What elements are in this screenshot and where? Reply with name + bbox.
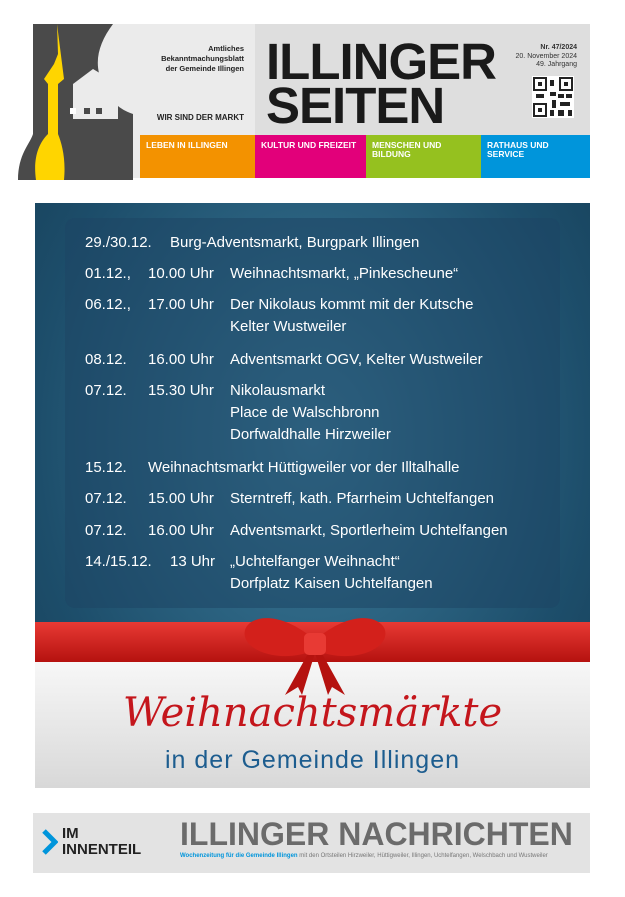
event-text-line: Der Nikolaus kommt mit der Kutsche [230,296,474,313]
event-date: 14./15.12. [85,553,152,570]
event-description: Burg-Adventsmarkt, Burgpark Illingen [170,232,419,254]
event-time: 15.30 Uhr [148,382,214,399]
event-date: 01.12., [85,265,131,282]
event-description: Adventsmarkt OGV, Kelter Wustweiler [230,349,483,371]
inside-label-line: IM [62,825,79,842]
event-text-line: „Uchtelfanger Weihnacht“ [230,553,400,570]
event-time: 13 Uhr [170,553,216,570]
issue-date: 20. November 2024 [515,52,577,60]
masthead-line: Bekanntmachungsblatt [161,54,244,63]
issue-number: Nr. 47/2024 [540,44,577,51]
event-description: Sterntreff, kath. Pfarrheim Uchtelfangen [230,488,494,510]
event-text-line: Nikolausmarkt [230,382,326,399]
poster-subtitle: in der Gemeinde Illingen [165,746,460,774]
issue-volume: 49. Jahrgang [536,61,577,68]
tagline-rest: mit den Ortsteilen Hirzweiler, Hüttigwei… [297,853,548,859]
event-text-line: Dorfwaldhalle Hirzweiler [230,426,391,443]
event-date: 07.12. [85,522,127,539]
banner-title: ILLINGER NACHRICHTEN [180,816,573,852]
category-kultur-und-freizeit[interactable]: KULTUR UND FREIZEIT [255,135,370,178]
illingen-logo [18,24,133,180]
event-date: 08.12. [85,351,127,368]
inside-label-line: INNENTEIL [62,841,142,858]
category-rathaus-und-service[interactable]: RATHAUS UND SERVICE [481,135,590,178]
title-line: SEITEN [266,77,445,134]
issue-info: Nr. 47/2024 20. November 2024 49. Jahrgang [500,44,577,70]
event-text-line: Adventsmarkt OGV, Kelter Wustweiler [230,351,483,368]
poster-lower-panel [35,650,590,788]
chevron-right-icon [42,829,58,855]
event-text-line: Kelter Wustweiler [230,318,347,335]
event-text-line: Dorfplatz Kaisen Uchtelfangen [230,575,433,592]
category-menschen-und-bildung[interactable]: MENSCHEN UND BILDUNG [366,135,481,178]
banner-tagline: Wochenzeitung für die Gemeinde Illingen … [180,853,548,859]
event-text-line: Burg-Adventsmarkt, Burgpark Illingen [170,234,420,251]
event-text-line: Place de Walschbronn [230,404,380,421]
event-time: 15.00 Uhr [148,490,214,507]
event-text-line: Weihnachtsmarkt Hüttigweiler vor der Ill… [148,459,460,476]
page-title: ILLINGER SEITEN [266,33,497,134]
event-date: 06.12., [85,296,131,313]
inside-label: IM INNENTEIL [62,826,141,858]
event-time: 16.00 Uhr [148,522,214,539]
masthead-text: Amtliches Bekanntmachungsblatt der Gemeind… [140,44,244,74]
title-line: ILLINGER [266,33,497,90]
event-description: Adventsmarkt, Sportlerheim Uchtelfangen [230,520,508,542]
masthead-line: der Gemeinde Illingen [165,64,244,73]
poster-script-title: Weihnachtsmärkte [122,690,503,736]
event-time: 17.00 Uhr [148,296,214,313]
event-time: 16.00 Uhr [148,351,214,368]
event-text-line: Weihnachtsmarkt, „Pinkescheune“ [230,265,459,282]
event-description: „Uchtelfanger Weihnacht“ Dorfplatz Kaisen… [230,551,433,595]
bottom-banner[interactable] [33,813,590,873]
event-date: 07.12. [85,382,127,399]
event-description: Weihnachtsmarkt Hüttigweiler vor der Ill… [148,457,460,479]
event-description: Weihnachtsmarkt, „Pinkescheune“ [230,263,458,285]
event-description: Nikolausmarkt Place de Walschbronn Dorfwal… [230,380,391,446]
event-text-line: Sterntreff, kath. Pfarrheim Uchtelfangen [230,490,495,507]
event-text-line: Adventsmarkt, Sportlerheim Uchtelfangen [230,522,508,539]
masthead-line: Amtliches [208,44,244,53]
qr-code-icon[interactable] [532,76,574,118]
event-date: 29./30.12. [85,234,152,251]
tagline-highlight: Wochenzeitung für die Gemeinde Illingen [180,853,298,859]
event-time: 10.00 Uhr [148,265,214,282]
slogan: WIR SIND DER MARKT [156,113,244,122]
event-description: Der Nikolaus kommt mit der Kutsche Kelter… [230,294,473,338]
events-box [65,218,560,608]
bow-icon [244,618,386,695]
event-date: 15.12. [85,459,127,476]
category-leben-in-illingen[interactable]: LEBEN IN ILLINGEN [140,135,255,178]
event-date: 07.12. [85,490,127,507]
